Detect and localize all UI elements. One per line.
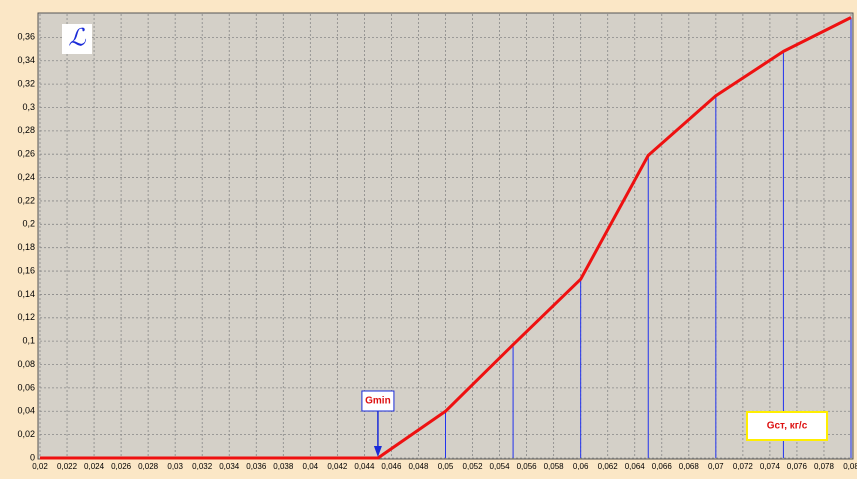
annotation-text: Gmin — [365, 396, 391, 407]
y-tick-label: 0,36 — [17, 32, 35, 42]
x-tick-label: 0,04 — [303, 462, 319, 471]
x-tick-label: 0,042 — [327, 462, 348, 471]
x-tick-label: 0,05 — [438, 462, 454, 471]
y-tick-label: 0,18 — [17, 242, 35, 252]
x-tick-label: 0,052 — [463, 462, 484, 471]
y-label-box — [62, 24, 92, 54]
x-tick-label: 0,024 — [84, 462, 105, 471]
x-tick-label: 0,066 — [652, 462, 673, 471]
x-tick-label: 0,036 — [246, 462, 267, 471]
x-tick-label: 0,026 — [111, 462, 132, 471]
x-tick-label: 0,046 — [381, 462, 402, 471]
y-tick-label: 0,34 — [17, 55, 35, 65]
x-tick-label: 0,022 — [57, 462, 78, 471]
y-tick-label: 0,08 — [17, 359, 35, 369]
x-tick-label: 0,062 — [598, 462, 619, 471]
x-tick-label: 0,056 — [517, 462, 538, 471]
y-tick-label: 0,22 — [17, 195, 35, 205]
x-tick-label: 0,048 — [408, 462, 429, 471]
x-tick-label: 0,068 — [679, 462, 700, 471]
x-tick-label: 0,054 — [490, 462, 511, 471]
y-tick-label: 0,24 — [17, 172, 35, 182]
y-tick-label: 0,3 — [22, 102, 35, 112]
x-tick-label: 0,03 — [167, 462, 183, 471]
x-tick-label: 0,034 — [219, 462, 240, 471]
y-tick-label: 0,14 — [17, 289, 35, 299]
y-tick-label: 0,1 — [22, 336, 35, 346]
x-tick-label: 0,058 — [544, 462, 565, 471]
y-tick-label: 0,06 — [17, 382, 35, 392]
y-tick-label: 0,02 — [17, 429, 35, 439]
x-tick-label: 0,038 — [273, 462, 294, 471]
x-tick-label: 0,064 — [625, 462, 646, 471]
y-tick-label: 0,2 — [22, 219, 35, 229]
x-label-box — [746, 411, 828, 441]
data-line — [40, 16, 852, 460]
y-tick-label: 0,16 — [17, 265, 35, 275]
x-label: Gст, кг/с — [767, 421, 808, 432]
x-tick-label: 0,07 — [708, 462, 724, 471]
x-tick-label: 0,074 — [760, 462, 781, 471]
x-tick-label: 0,078 — [814, 462, 835, 471]
x-tick-label: 0,076 — [787, 462, 808, 471]
x-tick-label: 0,044 — [354, 462, 375, 471]
x-tick-label: 0,032 — [192, 462, 213, 471]
x-tick-label: 0,028 — [138, 462, 159, 471]
x-tick-label: 0,06 — [573, 462, 589, 471]
y-tick-label: 0,04 — [17, 406, 35, 416]
x-tick-label: 0,072 — [733, 462, 754, 471]
y-tick-label: 0,28 — [17, 125, 35, 135]
annotation-arrowhead — [373, 446, 382, 457]
y-tick-label: 0,12 — [17, 312, 35, 322]
x-tick-label: 0,02 — [32, 462, 48, 471]
y-tick-label: 0,26 — [17, 149, 35, 159]
x-tick-label: 0,08 — [843, 462, 857, 471]
y-label: ℒ — [68, 24, 86, 52]
y-tick-label: 0 — [30, 452, 35, 462]
y-tick-label: 0,32 — [17, 78, 35, 88]
